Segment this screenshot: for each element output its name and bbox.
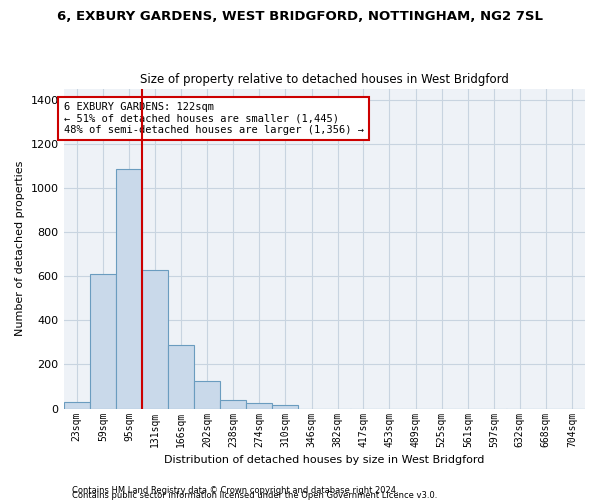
Bar: [167, 344, 194, 408]
Bar: [272, 406, 298, 408]
X-axis label: Distribution of detached houses by size in West Bridgford: Distribution of detached houses by size …: [164, 455, 484, 465]
Bar: [194, 381, 220, 408]
Bar: [116, 169, 142, 408]
Text: Contains public sector information licensed under the Open Government Licence v3: Contains public sector information licen…: [72, 491, 437, 500]
Bar: [64, 402, 90, 408]
Bar: [220, 400, 246, 408]
Bar: [142, 270, 168, 408]
Y-axis label: Number of detached properties: Number of detached properties: [15, 161, 25, 336]
Bar: [246, 403, 272, 408]
Text: Contains HM Land Registry data © Crown copyright and database right 2024.: Contains HM Land Registry data © Crown c…: [72, 486, 398, 495]
Title: Size of property relative to detached houses in West Bridgford: Size of property relative to detached ho…: [140, 73, 509, 86]
Text: 6 EXBURY GARDENS: 122sqm
← 51% of detached houses are smaller (1,445)
48% of sem: 6 EXBURY GARDENS: 122sqm ← 51% of detach…: [64, 102, 364, 135]
Bar: [90, 274, 116, 408]
Text: 6, EXBURY GARDENS, WEST BRIDGFORD, NOTTINGHAM, NG2 7SL: 6, EXBURY GARDENS, WEST BRIDGFORD, NOTTI…: [57, 10, 543, 23]
